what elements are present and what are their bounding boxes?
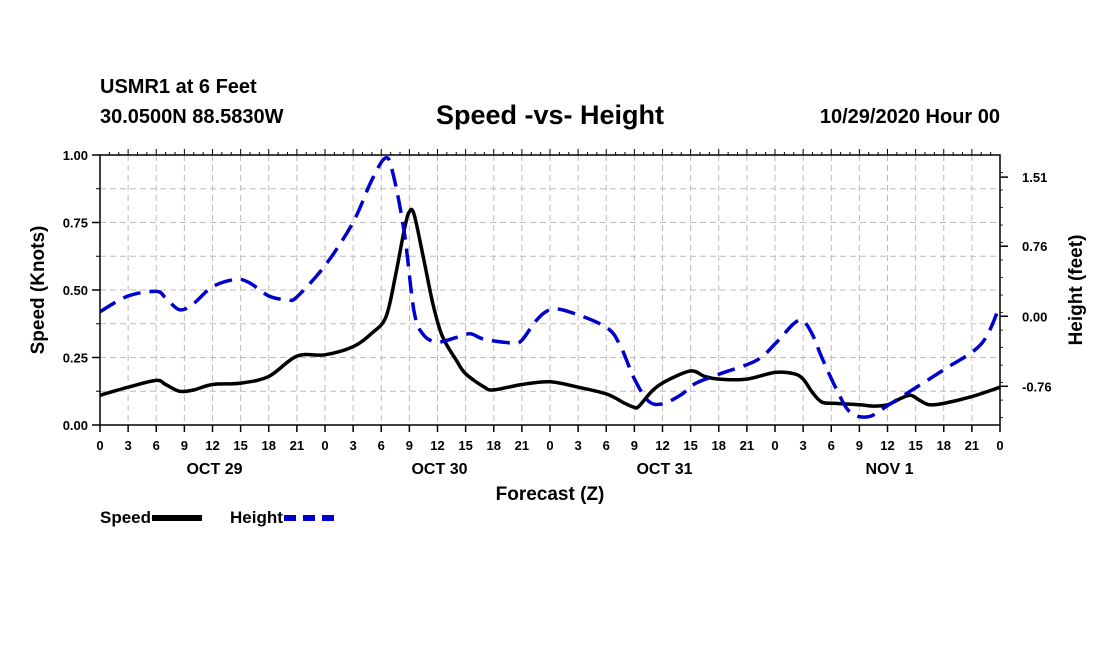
x-axis-tick-label: 15 bbox=[233, 438, 247, 453]
x-axis-day-label: NOV 1 bbox=[865, 461, 913, 478]
left-axis-tick-label: 0.25 bbox=[63, 351, 88, 366]
left-axis-tick-label: 0.00 bbox=[63, 418, 88, 433]
x-axis-tick-label: 12 bbox=[205, 438, 219, 453]
x-axis-tick-label: 12 bbox=[880, 438, 894, 453]
x-axis-tick-label: 6 bbox=[603, 438, 610, 453]
y-axis-right-title: Height (feet) bbox=[1066, 235, 1087, 346]
x-axis-tick-label: 15 bbox=[683, 438, 697, 453]
x-axis-day-label: OCT 31 bbox=[636, 461, 692, 478]
x-axis-tick-label: 0 bbox=[771, 438, 778, 453]
x-axis-tick-label: 18 bbox=[262, 438, 276, 453]
x-axis-tick-label: 15 bbox=[458, 438, 472, 453]
plot-series bbox=[99, 156, 1002, 419]
x-axis-tick-label: 21 bbox=[515, 438, 529, 453]
x-axis-tick-label: 18 bbox=[712, 438, 726, 453]
left-axis-tick-label: 1.00 bbox=[63, 148, 88, 163]
x-axis-tick-label: 9 bbox=[631, 438, 638, 453]
x-axis-tick-label: 12 bbox=[430, 438, 444, 453]
x-axis-tick-label: 21 bbox=[740, 438, 754, 453]
x-axis-day-label: OCT 29 bbox=[186, 461, 242, 478]
y-axis-left-title: Speed (Knots) bbox=[28, 226, 49, 355]
right-axis-tick-label: -0.76 bbox=[1022, 379, 1052, 394]
x-axis-tick-label: 0 bbox=[996, 438, 1003, 453]
legend-speed-label: Speed bbox=[100, 508, 152, 527]
x-axis-tick-label: 18 bbox=[487, 438, 501, 453]
x-axis-tick-label: 9 bbox=[181, 438, 188, 453]
x-axis-tick-label: 18 bbox=[937, 438, 951, 453]
x-axis-title: Forecast (Z) bbox=[496, 484, 605, 505]
x-axis-tick-label: 21 bbox=[965, 438, 979, 453]
chart-title: Speed -vs- Height bbox=[435, 100, 665, 130]
series-speed-line bbox=[99, 207, 1001, 410]
legend-height-label: Height bbox=[230, 508, 283, 527]
x-axis-tick-label: 15 bbox=[908, 438, 922, 453]
right-axis-tick-label: 1.51 bbox=[1022, 170, 1047, 185]
x-axis-tick-label: 0 bbox=[546, 438, 553, 453]
x-axis-tick-label: 0 bbox=[321, 438, 328, 453]
x-axis-tick-label: 3 bbox=[350, 438, 357, 453]
x-axis-tick-label: 6 bbox=[828, 438, 835, 453]
plot-axes bbox=[92, 149, 1008, 432]
right-axis-tick-label: 0.00 bbox=[1022, 309, 1047, 324]
forecast-datetime: 10/29/2020 Hour 00 bbox=[819, 106, 1000, 128]
x-axis-tick-label: 21 bbox=[290, 438, 304, 453]
x-axis-tick-label: 6 bbox=[153, 438, 160, 453]
x-axis-tick-label: 3 bbox=[800, 438, 807, 453]
series-height-line bbox=[99, 156, 1002, 419]
x-axis-tick-label: 0 bbox=[96, 438, 103, 453]
station-label: USMR1 at 6 Feet bbox=[100, 76, 257, 98]
legend-height: Height bbox=[230, 508, 334, 528]
x-axis-day-label: OCT 30 bbox=[411, 461, 467, 478]
legend-speed: Speed bbox=[100, 508, 203, 528]
coordinates-label: 30.0500N 88.5830W bbox=[100, 106, 284, 128]
axis-labels: 0.00 0.25 0.50 0.75 1.00 -0.76 0.00 0.76 1.51 0 3 6… bbox=[28, 148, 1087, 505]
x-axis-tick-label: 9 bbox=[406, 438, 413, 453]
left-axis-tick-label: 0.75 bbox=[63, 216, 88, 231]
legend-speed-swatch bbox=[152, 515, 203, 521]
left-axis-tick-label: 0.50 bbox=[63, 283, 88, 298]
legend-height-swatch bbox=[283, 515, 334, 521]
x-axis-tick-label: 3 bbox=[125, 438, 132, 453]
x-axis-tick-label: 3 bbox=[575, 438, 582, 453]
x-axis-tick-label: 12 bbox=[655, 438, 669, 453]
x-axis-tick-label: 6 bbox=[378, 438, 385, 453]
right-axis-tick-label: 0.76 bbox=[1022, 239, 1047, 254]
x-axis-tick-label: 9 bbox=[856, 438, 863, 453]
